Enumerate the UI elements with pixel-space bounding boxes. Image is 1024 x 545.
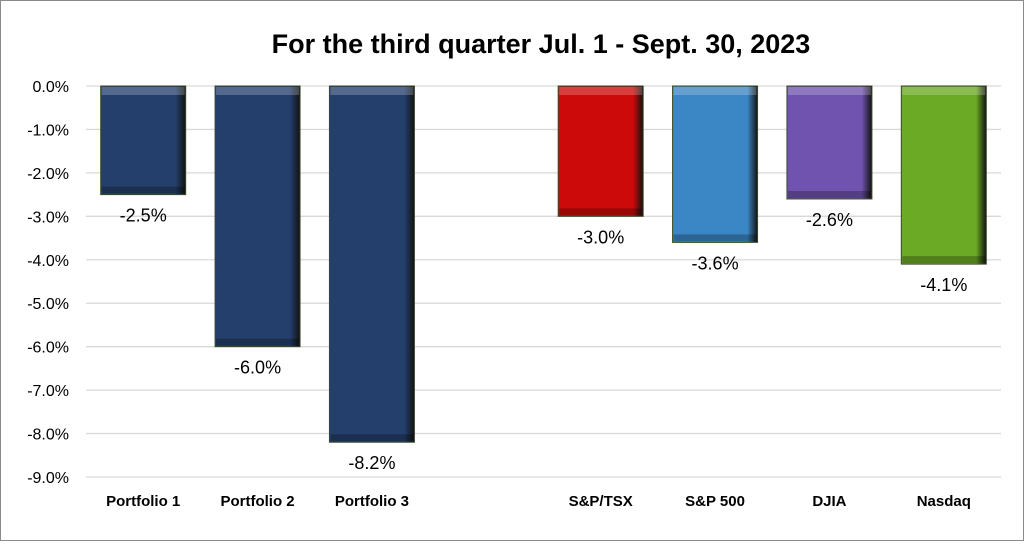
bar [214,85,301,348]
bar-body [214,85,301,348]
y-tick-label: -4.0% [27,253,69,270]
x-tick-label: DJIA [812,493,846,510]
bar-bevel-top [787,87,871,95]
chart-title: For the third quarter Jul. 1 - Sept. 30,… [272,29,811,59]
bar [786,85,873,200]
y-tick-label: -5.0% [27,296,69,313]
bar [557,85,644,217]
y-tick-label: -6.0% [27,340,69,357]
y-tick-label: -3.0% [27,209,69,226]
y-tick-label: -8.0% [27,427,69,444]
bar [328,85,415,443]
bar-bevel-top [673,87,757,95]
bar-bevel-bottom [673,234,757,242]
data-label: -2.5% [120,206,167,226]
bar [672,85,759,243]
y-tick-label: -2.0% [27,166,69,183]
x-tick-label: Nasdaq [917,493,971,510]
bar-bevel-top [101,87,185,95]
bar-bevel-top [216,87,300,95]
data-label: -3.6% [692,253,739,273]
bar [100,85,187,196]
y-tick-label: -7.0% [27,383,69,400]
data-label: -3.0% [577,227,624,247]
data-label: -2.6% [806,210,853,230]
y-tick-label: -9.0% [27,470,69,487]
x-tick-label: Portfolio 2 [220,493,294,510]
y-tick-label: 0.0% [33,79,69,96]
bar-bevel-bottom [902,256,986,264]
bar-bevel-top [902,87,986,95]
bar-body [786,85,873,200]
x-tick-label: S&P/TSX [569,493,633,510]
data-label: -4.1% [920,275,967,295]
bar-bevel-bottom [216,338,300,346]
bar-bevel-bottom [787,190,871,198]
bar-bevel-top [330,87,414,95]
bar-body [100,85,187,196]
bar-body [900,85,987,265]
bar-bevel-top [559,87,643,95]
bar [900,85,987,265]
data-label: -6.0% [234,358,281,378]
x-tick-label: Portfolio 3 [335,493,409,510]
x-tick-label: S&P 500 [685,493,745,510]
bar-body [672,85,759,243]
y-tick-label: -1.0% [27,122,69,139]
bar-bevel-bottom [559,208,643,216]
data-label: -8.2% [348,453,395,473]
bar-body [328,85,415,443]
bar-bevel-bottom [101,186,185,194]
bar-body [557,85,644,217]
bar-bevel-bottom [330,434,414,442]
x-tick-label: Portfolio 1 [106,493,180,510]
